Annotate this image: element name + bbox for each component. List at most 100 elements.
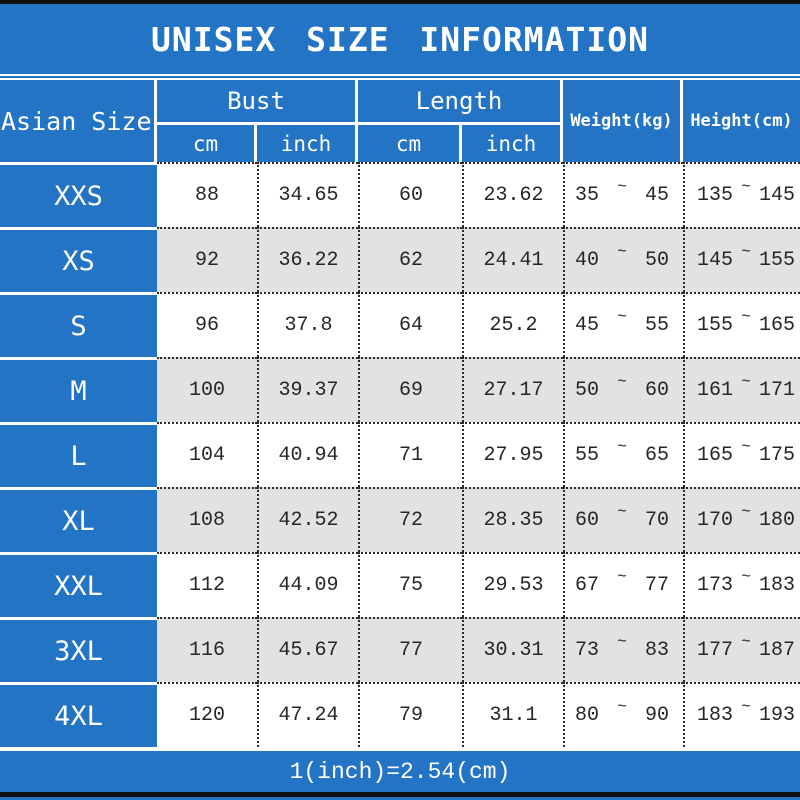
title-divider bbox=[0, 74, 800, 80]
weight-range-cell: 45 ~ 55 bbox=[563, 292, 683, 357]
conversion-note: 1(inch)=2.54(cm) bbox=[289, 758, 511, 785]
size-table-body: XXS 88 34.65 60 23.62 35 ~ 45 135 ~ 145 … bbox=[0, 162, 800, 747]
tilde-separator: ~ bbox=[617, 697, 627, 716]
size-label-cell: M bbox=[0, 357, 157, 422]
column-header-height: Height(cm) bbox=[683, 80, 800, 162]
height-range-cell: 183 ~ 193 bbox=[683, 682, 800, 747]
height-max: 175 bbox=[758, 444, 795, 467]
length-cm-cell: 77 bbox=[358, 617, 462, 682]
bottom-blue-sliver bbox=[0, 797, 800, 800]
length-inch-cell: 27.17 bbox=[462, 357, 563, 422]
size-label-cell: 3XL bbox=[0, 617, 157, 682]
height-min: 145 bbox=[697, 249, 734, 272]
tilde-separator: ~ bbox=[617, 307, 627, 326]
height-min: 161 bbox=[697, 379, 734, 402]
bust-inch-cell: 45.67 bbox=[257, 617, 358, 682]
bust-inch-cell: 34.65 bbox=[257, 162, 358, 227]
bust-cm-cell: 108 bbox=[157, 487, 257, 552]
footer-gap bbox=[0, 747, 800, 751]
weight-max: 55 bbox=[644, 314, 669, 337]
weight-range-cell: 35 ~ 45 bbox=[563, 162, 683, 227]
weight-range-cell: 55 ~ 65 bbox=[563, 422, 683, 487]
bust-inch-cell: 44.09 bbox=[257, 552, 358, 617]
weight-range-cell: 40 ~ 50 bbox=[563, 227, 683, 292]
bust-inch-cell: 47.24 bbox=[257, 682, 358, 747]
tilde-separator: ~ bbox=[741, 567, 751, 586]
bust-cm-cell: 104 bbox=[157, 422, 257, 487]
size-label-cell: XS bbox=[0, 227, 157, 292]
tilde-separator: ~ bbox=[617, 372, 627, 391]
tilde-separator: ~ bbox=[617, 567, 627, 586]
bust-cm-cell: 112 bbox=[157, 552, 257, 617]
subheader-length-cm: cm bbox=[358, 125, 462, 162]
weight-min: 35 bbox=[575, 184, 600, 207]
height-max: 145 bbox=[758, 184, 795, 207]
length-cm-cell: 72 bbox=[358, 487, 462, 552]
table-header: Asian Size Bust Length Weight(kg) Height… bbox=[0, 80, 800, 162]
tilde-separator: ~ bbox=[741, 697, 751, 716]
bust-inch-cell: 39.37 bbox=[257, 357, 358, 422]
column-header-length: Length bbox=[358, 80, 563, 125]
size-label-cell: XXL bbox=[0, 552, 157, 617]
tilde-separator: ~ bbox=[617, 177, 627, 196]
height-range-cell: 145 ~ 155 bbox=[683, 227, 800, 292]
conversion-note-bar: 1(inch)=2.54(cm) bbox=[0, 751, 800, 792]
column-header-weight: Weight(kg) bbox=[563, 80, 683, 162]
size-label-cell: L bbox=[0, 422, 157, 487]
weight-range-cell: 67 ~ 77 bbox=[563, 552, 683, 617]
tilde-separator: ~ bbox=[741, 242, 751, 261]
weight-max: 50 bbox=[644, 249, 669, 272]
weight-range-cell: 73 ~ 83 bbox=[563, 617, 683, 682]
height-min: 165 bbox=[697, 444, 734, 467]
length-inch-cell: 27.95 bbox=[462, 422, 563, 487]
page-title: UNISEX SIZE INFORMATION bbox=[151, 19, 649, 59]
top-black-bar bbox=[0, 0, 800, 4]
size-label-cell: 4XL bbox=[0, 682, 157, 747]
tilde-separator: ~ bbox=[741, 502, 751, 521]
subheader-bust-inch: inch bbox=[257, 125, 358, 162]
weight-min: 80 bbox=[575, 704, 600, 727]
tilde-separator: ~ bbox=[617, 632, 627, 651]
weight-max: 90 bbox=[644, 704, 669, 727]
height-max: 171 bbox=[758, 379, 795, 402]
length-inch-cell: 23.62 bbox=[462, 162, 563, 227]
bust-inch-cell: 36.22 bbox=[257, 227, 358, 292]
height-max: 183 bbox=[758, 574, 795, 597]
weight-min: 73 bbox=[575, 639, 600, 662]
bust-inch-cell: 37.8 bbox=[257, 292, 358, 357]
height-range-cell: 161 ~ 171 bbox=[683, 357, 800, 422]
tilde-separator: ~ bbox=[741, 372, 751, 391]
length-inch-cell: 29.53 bbox=[462, 552, 563, 617]
weight-range-cell: 80 ~ 90 bbox=[563, 682, 683, 747]
length-cm-cell: 79 bbox=[358, 682, 462, 747]
column-header-asian-size: Asian Size bbox=[0, 80, 157, 162]
height-range-cell: 170 ~ 180 bbox=[683, 487, 800, 552]
length-inch-cell: 31.1 bbox=[462, 682, 563, 747]
length-inch-cell: 30.31 bbox=[462, 617, 563, 682]
weight-max: 77 bbox=[644, 574, 669, 597]
weight-max: 45 bbox=[644, 184, 669, 207]
length-inch-cell: 24.41 bbox=[462, 227, 563, 292]
tilde-separator: ~ bbox=[741, 307, 751, 326]
height-max: 165 bbox=[758, 314, 795, 337]
bust-cm-cell: 116 bbox=[157, 617, 257, 682]
title-bar: UNISEX SIZE INFORMATION bbox=[0, 4, 800, 74]
height-max: 187 bbox=[758, 639, 795, 662]
length-cm-cell: 60 bbox=[358, 162, 462, 227]
length-inch-cell: 28.35 bbox=[462, 487, 563, 552]
height-max: 180 bbox=[758, 509, 795, 532]
weight-max: 65 bbox=[644, 444, 669, 467]
tilde-separator: ~ bbox=[617, 242, 627, 261]
height-range-cell: 155 ~ 165 bbox=[683, 292, 800, 357]
height-min: 135 bbox=[697, 184, 734, 207]
length-cm-cell: 75 bbox=[358, 552, 462, 617]
bottom-black-bar bbox=[0, 792, 800, 797]
weight-range-cell: 60 ~ 70 bbox=[563, 487, 683, 552]
length-cm-cell: 71 bbox=[358, 422, 462, 487]
subheader-length-inch: inch bbox=[462, 125, 563, 162]
length-cm-cell: 62 bbox=[358, 227, 462, 292]
size-label-cell: XL bbox=[0, 487, 157, 552]
size-label-cell: XXS bbox=[0, 162, 157, 227]
weight-range-cell: 50 ~ 60 bbox=[563, 357, 683, 422]
tilde-separator: ~ bbox=[617, 437, 627, 456]
